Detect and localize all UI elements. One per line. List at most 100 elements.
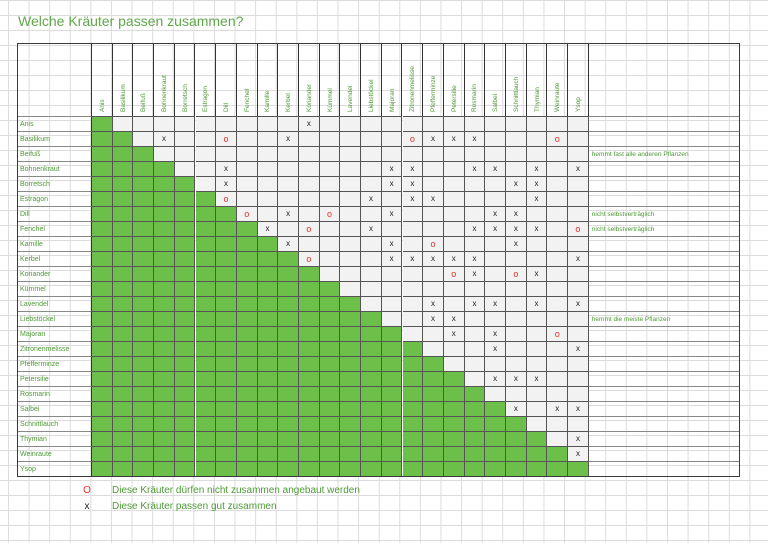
matrix-cell (257, 146, 279, 161)
column-header-label: Thymian (533, 87, 541, 112)
matrix-cell (216, 236, 237, 251)
matrix-cell (547, 311, 569, 326)
matrix-cell (174, 206, 196, 221)
matrix-cell (174, 116, 196, 131)
matrix-cell (443, 146, 465, 161)
matrix-cell (112, 431, 134, 446)
row-note (588, 461, 739, 476)
matrix-cell (278, 386, 299, 401)
matrix-cell (195, 311, 217, 326)
row-note (588, 191, 739, 206)
matrix-cell (257, 281, 279, 296)
compatible-mark: x (410, 164, 415, 173)
matrix-cell (443, 236, 465, 251)
matrix-cell (154, 176, 175, 191)
matrix-cell (154, 296, 175, 311)
matrix-cell (154, 221, 175, 236)
matrix-cell (299, 161, 320, 176)
matrix-cell: x (402, 251, 424, 266)
matrix-cell (485, 281, 506, 296)
matrix-cell (236, 446, 258, 461)
matrix-cell (485, 446, 506, 461)
matrix-cell (133, 266, 155, 281)
matrix-cell (133, 356, 155, 371)
matrix-cell (568, 416, 589, 431)
matrix-cell (464, 281, 486, 296)
matrix-cell: o (319, 206, 341, 221)
matrix-cell (506, 326, 527, 341)
row-note (588, 266, 739, 281)
column-header-label: Basilikum (119, 84, 127, 112)
matrix-cell (299, 446, 320, 461)
matrix-cell (340, 116, 362, 131)
matrix-cell (443, 446, 465, 461)
column-header: Rosmarin (465, 44, 486, 116)
matrix-cell (340, 266, 362, 281)
matrix-cell (154, 281, 175, 296)
matrix-cell (568, 131, 589, 146)
row-label: Dill (18, 206, 92, 221)
matrix-cell (257, 446, 279, 461)
matrix-cell (257, 161, 279, 176)
matrix-cell (92, 131, 113, 146)
matrix-cell (112, 386, 134, 401)
matrix-cell (402, 326, 424, 341)
compatible-mark: x (493, 374, 498, 383)
matrix-cell (154, 371, 175, 386)
matrix-cell (361, 356, 382, 371)
matrix-cell (299, 341, 320, 356)
matrix-cell (112, 146, 134, 161)
matrix-cell (195, 296, 217, 311)
matrix-cell (257, 386, 279, 401)
matrix-cell (340, 341, 362, 356)
compatible-mark: x (493, 329, 498, 338)
header-corner (18, 44, 92, 116)
matrix-cell (340, 221, 362, 236)
matrix-cell (154, 401, 175, 416)
matrix-cell (299, 326, 320, 341)
row-label: Ysop (18, 461, 92, 476)
column-header-label: Koriander (305, 83, 313, 112)
matrix-cell (381, 326, 403, 341)
matrix-cell (154, 461, 175, 476)
compatible-mark: x (286, 209, 291, 218)
matrix-cell (464, 371, 486, 386)
matrix-cell (319, 161, 341, 176)
matrix-cell (464, 116, 486, 131)
matrix-cell (568, 326, 589, 341)
matrix-cell (381, 221, 403, 236)
matrix-cell (423, 416, 444, 431)
matrix-cell (526, 206, 548, 221)
matrix-cell (402, 296, 424, 311)
matrix-cell (174, 176, 196, 191)
row-label: Kerbel (18, 251, 92, 266)
compatible-mark: x (286, 239, 291, 248)
matrix-cell (278, 161, 299, 176)
matrix-cell (547, 146, 569, 161)
column-header: Dill (216, 44, 237, 116)
matrix-cell (361, 431, 382, 446)
matrix-cell (547, 461, 569, 476)
matrix-cell (236, 431, 258, 446)
matrix-cell (112, 446, 134, 461)
matrix-cell (464, 356, 486, 371)
table-row: Ysop (18, 461, 739, 476)
matrix-cell (133, 191, 155, 206)
compatibility-matrix: Anis Basilikum Beifuß Bohnenkraut Borretsch E… (17, 43, 740, 477)
compatible-mark: x (513, 239, 518, 248)
matrix-cell: x (464, 296, 486, 311)
matrix-cell: x (464, 221, 486, 236)
matrix-cell (340, 146, 362, 161)
matrix-cell (402, 356, 424, 371)
matrix-cell (92, 431, 113, 446)
incompatible-mark: o (223, 134, 229, 144)
compatible-mark: x (224, 164, 229, 173)
matrix-cell (236, 311, 258, 326)
matrix-cell (568, 356, 589, 371)
column-header-label: Kümmel (326, 88, 334, 112)
matrix-cell (568, 236, 589, 251)
matrix-cell: o (443, 266, 465, 281)
matrix-cell (216, 461, 237, 476)
matrix-cell (92, 341, 113, 356)
matrix-cell (381, 311, 403, 326)
